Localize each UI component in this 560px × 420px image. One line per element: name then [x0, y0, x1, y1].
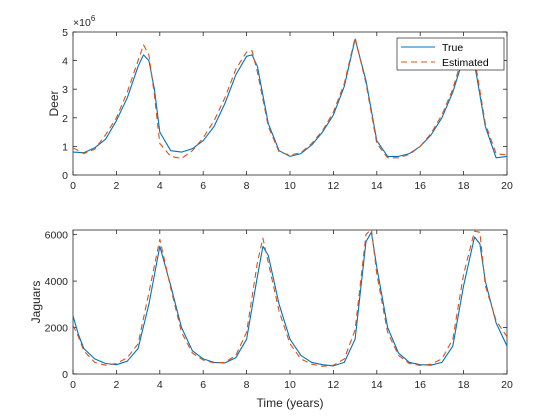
x-tick-label: 14	[371, 379, 383, 391]
x-tick-label: 20	[501, 379, 513, 391]
y-axis-label: Jaguars	[29, 281, 43, 324]
series-true-line	[73, 231, 507, 367]
y-axis-label: Deer	[47, 90, 61, 116]
plot-area-2	[72, 229, 508, 375]
panel-1: 0 2 4 6 8 10 12 14 16 18 20012345Deer×106TrueEstim…	[47, 14, 513, 192]
x-tick-label: 10	[284, 379, 296, 391]
panel-2: 0 2 4 6 8 10 12 14 16 18 20 0 2000 4000 6000 Jaguars Tim…	[29, 229, 513, 410]
legend-label-estimated: Estimated	[442, 57, 489, 69]
x-tick-label: 12	[328, 180, 340, 192]
x-tick-label: 0	[70, 180, 76, 192]
y-exponent-label: ×106	[73, 14, 96, 29]
series-estimated-line	[73, 230, 507, 367]
legend-label-true: True	[442, 42, 463, 54]
y-tick-label: 5	[62, 27, 68, 39]
x-tick-label: 2	[113, 180, 119, 192]
legend-box	[396, 37, 505, 71]
x-tick-label: 2	[113, 379, 119, 391]
x-tick-label: 4	[157, 379, 163, 391]
x-tick-label: 8	[244, 379, 250, 391]
y-tick-label: 2000	[45, 323, 69, 335]
x-tick-label: 12	[328, 379, 340, 391]
x-tick-label: 6	[200, 379, 206, 391]
y-tick-label: 2	[62, 113, 68, 125]
y-tick-label: 3	[62, 84, 68, 96]
y-tick-label: 4000	[45, 276, 69, 288]
x-tick-label: 4	[157, 180, 163, 192]
y-tick-label: 1	[62, 141, 68, 153]
series-true-line	[73, 38, 507, 159]
x-tick-label: 8	[244, 180, 250, 192]
x-tick-label: 6	[200, 180, 206, 192]
x-tick-label: 16	[414, 379, 426, 391]
x-tick-label: 18	[458, 180, 470, 192]
legend: True Estimated	[396, 37, 505, 71]
x-tick-label: 16	[414, 180, 426, 192]
series-estimated-line	[73, 37, 507, 159]
y-tick-label: 6000	[45, 230, 69, 242]
x-tick-label: 18	[458, 379, 470, 391]
y-tick-label: 0	[62, 170, 68, 182]
y-tick-label: 4	[62, 56, 68, 68]
y-tick-label: 0	[62, 369, 68, 381]
x-tick-label: 14	[371, 180, 383, 192]
x-axis-label: Time (years)	[257, 396, 324, 410]
x-tick-label: 10	[284, 180, 296, 192]
x-tick-label: 20	[501, 180, 513, 192]
x-tick-label: 0	[70, 379, 76, 391]
